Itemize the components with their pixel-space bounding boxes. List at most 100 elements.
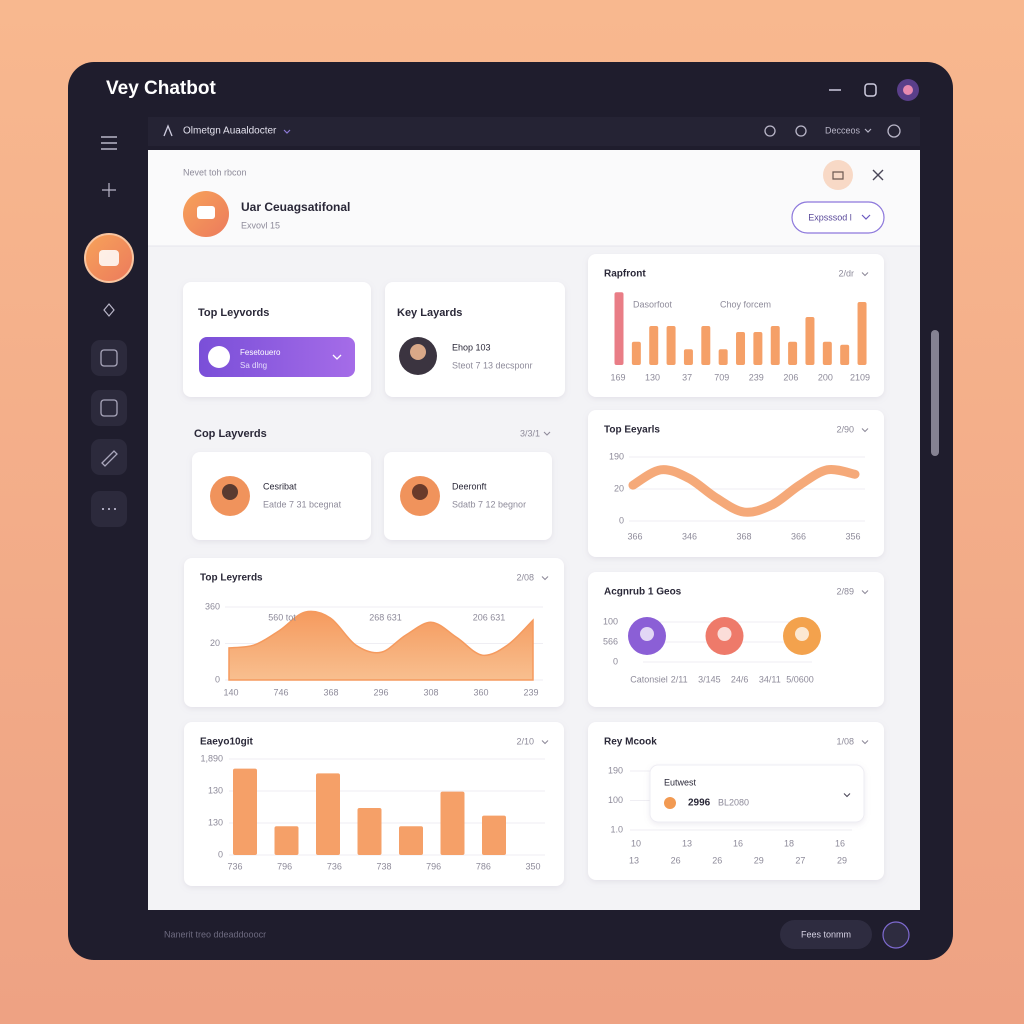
x-axis-label: 239 (749, 372, 764, 382)
x-axis-label: 13 (682, 838, 692, 848)
breadcrumb[interactable]: Nevet toh rbcon (183, 167, 247, 177)
y-axis-label: 1,890 (200, 753, 223, 763)
y-axis-label: 130 (208, 817, 223, 827)
person-face (412, 484, 428, 500)
close-button[interactable] (872, 169, 884, 181)
chart-card (588, 410, 884, 557)
chart-title: Top Eeyarls (604, 425, 660, 436)
x-axis-label: 366 (791, 531, 806, 541)
x-axis-label: 346 (682, 531, 697, 541)
bar (805, 317, 815, 365)
annotation: 206 631 (473, 612, 506, 622)
chart-title: Acgnrub 1 Geos (604, 587, 682, 598)
chart-filter[interactable]: 1/08 (836, 736, 854, 746)
chart-filter[interactable]: 2/90 (836, 424, 854, 434)
notification-button[interactable] (823, 160, 853, 190)
person-detail: Steot 7 13 decsponr (452, 360, 533, 370)
chevron (283, 129, 291, 134)
chevron (843, 793, 851, 798)
section-title: Cop Layverds (194, 428, 267, 440)
annotation: 560 tot (268, 612, 296, 622)
line (628, 464, 860, 517)
footer-button[interactable] (780, 920, 872, 949)
person-name: Ehop 103 (452, 342, 491, 352)
sidebar (101, 136, 117, 317)
bar (440, 791, 465, 855)
expand-button[interactable] (791, 201, 885, 234)
glyph (101, 450, 118, 467)
x-axis-label: 709 (714, 372, 729, 382)
expand-label[interactable]: Expsssod l (808, 212, 852, 222)
send-button[interactable] (882, 921, 910, 949)
scrollbar[interactable] (931, 330, 939, 456)
bar (840, 344, 850, 365)
menu-icon[interactable] (101, 136, 117, 150)
x-axis-label: 26 (712, 855, 722, 865)
chevron (861, 428, 869, 433)
sidebar-button[interactable] (91, 390, 127, 426)
x-axis-label: 34/11 (759, 674, 781, 684)
x-axis-label: 2/11 (671, 674, 688, 684)
sparkle-icon[interactable] (102, 183, 116, 197)
menu-label[interactable]: Decceos (825, 125, 861, 135)
assistant-name[interactable]: Olmetgn Auaaldocter (183, 126, 277, 137)
chevron (864, 128, 872, 133)
bar (631, 341, 641, 365)
x-axis-label: 5/0600 (786, 674, 814, 684)
chart-title: Rey Mcook (604, 737, 657, 748)
x-axis-label: 796 (426, 861, 441, 871)
account-icon[interactable] (764, 125, 776, 137)
share-icon[interactable] (795, 125, 807, 137)
bar (614, 292, 624, 365)
avatar-face (717, 627, 732, 641)
person-card[interactable] (384, 452, 552, 540)
keyword-pill[interactable] (199, 337, 355, 377)
tooltip-value: 2996 (688, 798, 711, 809)
maximize-button[interactable] (864, 83, 877, 97)
bar (701, 326, 711, 365)
section-filter[interactable]: 3/3/1 (520, 428, 540, 438)
chart-filter[interactable]: 2/08 (516, 572, 534, 582)
x-axis-label: 37 (682, 372, 692, 382)
chevron (861, 272, 869, 277)
glyph (100, 399, 118, 417)
pill-title[interactable]: Fesetouero (240, 348, 281, 357)
footer-button-label[interactable]: Fees tonmm (801, 929, 851, 939)
chart-filter[interactable]: 2/dr (838, 268, 854, 278)
footer-note: Nanerit treo ddeaddooocr (164, 929, 266, 939)
y-axis-label: 130 (208, 785, 223, 795)
x-axis-label: 2109 (850, 372, 870, 382)
x-axis-label: 350 (525, 861, 540, 871)
y-axis-label: 100 (603, 616, 618, 626)
sidebar-button[interactable] (91, 340, 127, 376)
tooltip-title: Eutwest (664, 777, 697, 787)
bot-face (197, 206, 215, 219)
chevron (541, 740, 549, 745)
person-detail: Eatde 7 31 bcegnat (263, 499, 342, 509)
glyph (100, 349, 118, 367)
bar (718, 349, 728, 365)
y-axis-label: 20 (210, 638, 220, 648)
chevron (861, 214, 871, 220)
chart-filter[interactable]: 2/89 (836, 586, 854, 596)
chart-filter[interactable]: 2/10 (516, 736, 534, 746)
x-axis-label: 356 (845, 531, 860, 541)
bar (649, 326, 659, 365)
bar (683, 349, 693, 365)
tooltip[interactable] (649, 764, 865, 823)
bar (770, 326, 780, 365)
x-axis-label: 29 (754, 855, 764, 865)
person-card[interactable] (192, 452, 371, 540)
x-axis-label: 296 (373, 687, 388, 697)
diamond-icon[interactable] (103, 303, 115, 317)
pill-subtitle[interactable]: Sa dlng (240, 361, 267, 370)
chart-title: Eaeyo10git (200, 737, 253, 748)
sidebar-button[interactable] (91, 439, 127, 475)
bar (233, 768, 257, 855)
x-axis-label: 206 (783, 372, 798, 382)
y-axis-label: 0 (218, 849, 223, 859)
clock-icon[interactable] (887, 124, 901, 138)
coin-icon (664, 797, 676, 809)
tooltip-detail: BL2080 (718, 797, 749, 807)
x-axis-label: 13 (629, 855, 639, 865)
